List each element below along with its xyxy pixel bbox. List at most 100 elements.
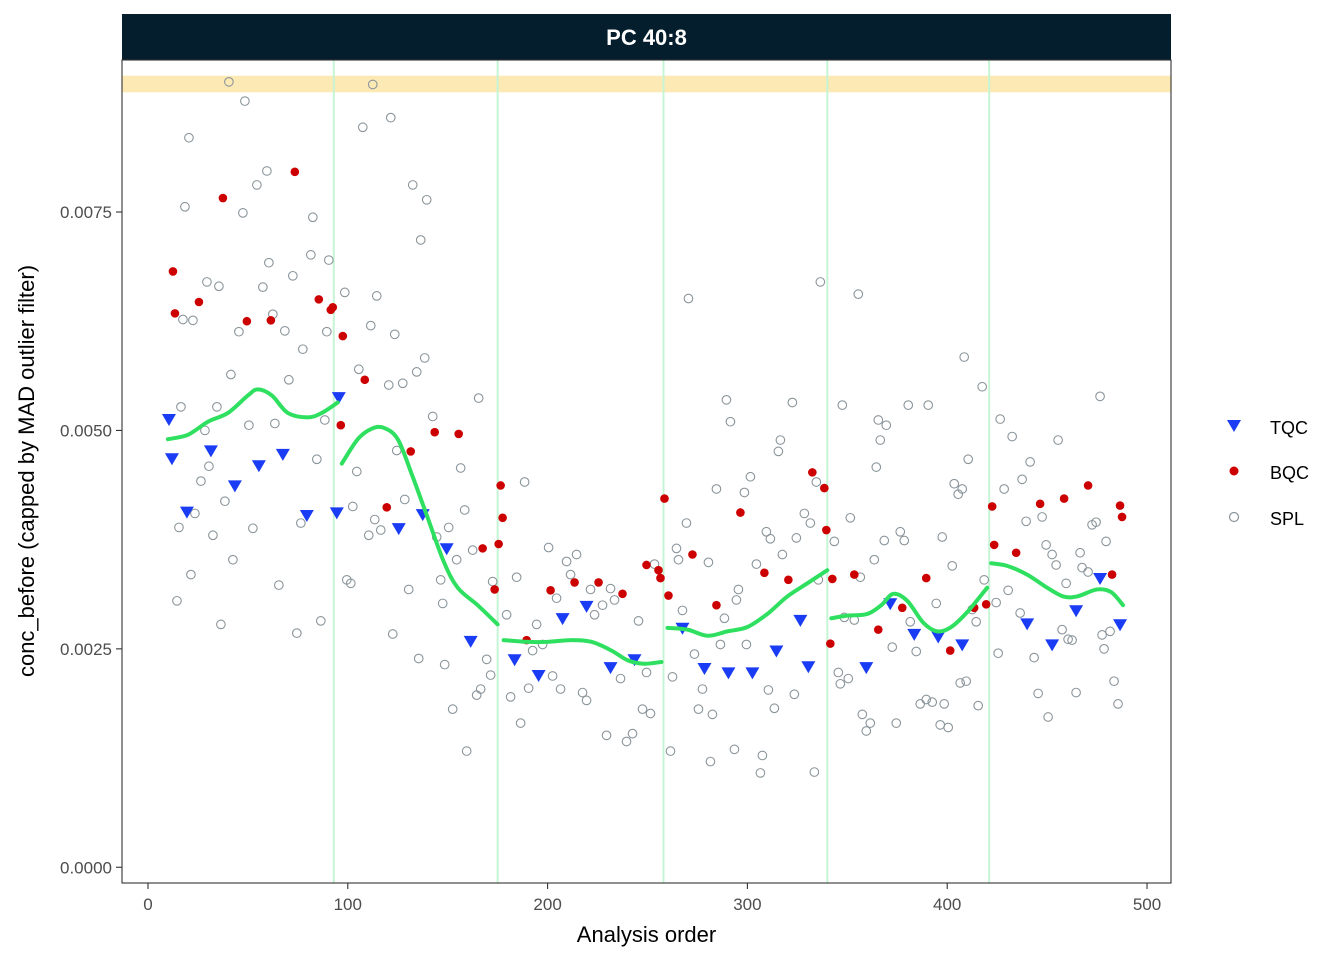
spl-point	[739, 487, 750, 498]
spl-point	[357, 122, 368, 133]
bqc-point	[654, 565, 663, 575]
tqc-point	[955, 639, 970, 652]
spl-point	[323, 255, 334, 265]
spl-point	[347, 501, 358, 512]
bqc-point	[546, 586, 555, 595]
spl-point	[519, 477, 530, 487]
bqc-point	[218, 193, 228, 203]
spl-point	[351, 466, 362, 477]
spl-point	[248, 523, 258, 534]
spl-point	[1113, 699, 1123, 709]
bqc-point	[656, 573, 665, 583]
spl-point	[1071, 687, 1081, 698]
spl-point	[947, 561, 958, 571]
plot-panel	[122, 60, 1171, 883]
bqc-point	[820, 483, 829, 493]
spl-point	[1063, 634, 1073, 645]
spl-point	[777, 549, 788, 560]
spl-point	[633, 616, 644, 626]
spl-point	[481, 654, 492, 665]
spl-point	[707, 709, 718, 720]
y-tick-label: 0.0000	[60, 858, 112, 877]
facet-title: PC 40:8	[606, 25, 687, 50]
spl-point	[345, 578, 356, 589]
spl-point	[627, 728, 638, 739]
spl-point	[369, 514, 380, 525]
spl-point	[705, 756, 716, 767]
bqc-point	[1107, 570, 1117, 579]
spl-point	[234, 326, 244, 337]
bqc-point	[660, 494, 669, 503]
spl-point	[270, 418, 280, 429]
spl-point	[1097, 630, 1107, 640]
bqc-point	[570, 578, 579, 587]
tqc-point	[769, 645, 784, 658]
spl-point	[180, 201, 190, 212]
bqc-point	[897, 603, 907, 613]
tqc-point	[1045, 639, 1060, 652]
spl-point	[383, 380, 394, 390]
spl-point	[665, 746, 676, 756]
bqc-point	[360, 375, 370, 385]
bqc-point	[382, 503, 392, 512]
x-axis-label: Analysis order	[577, 922, 716, 947]
spl-point	[589, 609, 600, 620]
tqc-point	[227, 480, 242, 493]
spl-point	[385, 112, 396, 123]
spl-point	[733, 584, 744, 595]
spl-point	[961, 676, 972, 687]
bqc-point	[490, 585, 499, 594]
spl-point	[190, 508, 200, 519]
spl-point	[485, 670, 496, 680]
tqc-point	[721, 667, 736, 680]
spl-point	[937, 532, 948, 542]
spl-point	[475, 684, 486, 694]
tqc-point	[161, 413, 176, 426]
spl-point	[1033, 688, 1043, 699]
x-tick-label: 300	[733, 895, 761, 914]
spl-point	[295, 518, 306, 528]
spl-point	[399, 494, 410, 505]
spl-point	[769, 703, 780, 714]
spl-point	[365, 320, 376, 331]
bqc-point	[784, 575, 793, 585]
tqc-point	[179, 506, 194, 519]
bqc-point	[170, 309, 180, 318]
y-tick-label: 0.0050	[60, 421, 112, 440]
spl-point	[905, 616, 916, 627]
spl-point	[214, 281, 224, 292]
spl-point	[605, 583, 616, 594]
tqc-point	[531, 669, 546, 682]
spl-point	[879, 535, 890, 546]
spl-point	[208, 530, 218, 541]
spl-point	[943, 722, 954, 733]
bqc-point	[989, 540, 999, 550]
spl-point	[1041, 540, 1051, 550]
bqc-point	[981, 599, 991, 609]
x-tick-label: 500	[1133, 895, 1161, 914]
spl-point	[226, 369, 236, 380]
bqc-point	[498, 513, 507, 523]
loess-trend-line	[829, 585, 990, 634]
spl-point	[415, 235, 426, 245]
tqc-point	[329, 507, 344, 520]
spl-point	[1037, 512, 1047, 522]
spl-point	[891, 718, 902, 728]
spl-point	[765, 533, 776, 544]
spl-point	[419, 353, 430, 363]
spl-point	[279, 325, 290, 336]
spl-point	[585, 584, 596, 595]
spl-point	[307, 212, 318, 223]
spl-point	[1057, 624, 1067, 635]
tqc-point	[391, 523, 406, 536]
spl-point	[789, 689, 800, 700]
spl-point	[895, 526, 906, 537]
spl-point	[799, 508, 810, 519]
spl-point	[547, 671, 558, 681]
spl-point	[853, 289, 864, 299]
legend-label-tqc: TQC	[1270, 418, 1308, 438]
tqc-point	[203, 445, 218, 458]
spl-point	[1083, 567, 1093, 577]
bqc-point	[618, 589, 627, 599]
